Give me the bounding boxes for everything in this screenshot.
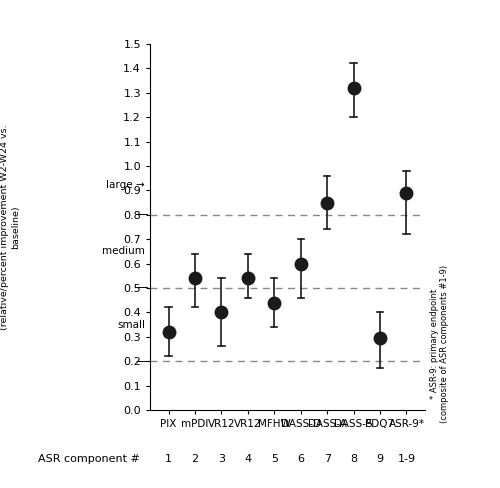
Text: 1-9: 1-9	[398, 454, 415, 464]
Text: —: —	[135, 282, 147, 294]
Text: 6: 6	[297, 454, 304, 464]
Text: large →: large →	[106, 181, 145, 190]
Text: 1: 1	[165, 454, 172, 464]
Text: medium: medium	[102, 246, 145, 256]
Text: 2: 2	[192, 454, 198, 464]
Text: small: small	[117, 320, 145, 329]
Text: 7: 7	[324, 454, 330, 464]
Text: 9: 9	[376, 454, 384, 464]
Text: Effect size - Cohen’s d ± 95%-CI
(relative/percent improvement W2-W24 vs.
baseli: Effect size - Cohen’s d ± 95%-CI (relati…	[0, 124, 20, 330]
Text: 3: 3	[218, 454, 225, 464]
Text: 8: 8	[350, 454, 357, 464]
Text: 5: 5	[271, 454, 278, 464]
Text: —: —	[135, 208, 147, 221]
Text: ASR component #: ASR component #	[38, 454, 140, 464]
Text: * ASR-9: primary endpoint
(composite of ASR components #1-9): * ASR-9: primary endpoint (composite of …	[430, 265, 450, 423]
Text: —: —	[135, 355, 147, 367]
Text: 4: 4	[244, 454, 252, 464]
